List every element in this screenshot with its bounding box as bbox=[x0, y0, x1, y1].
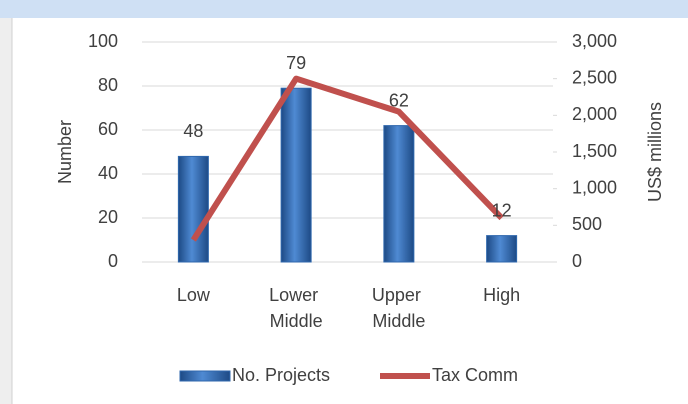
bar-value-label: 62 bbox=[389, 90, 409, 110]
legend-swatch bbox=[179, 370, 231, 382]
legend-label: Tax Comm bbox=[432, 365, 518, 385]
bar bbox=[280, 87, 312, 263]
bar-value-label: 12 bbox=[492, 200, 512, 220]
line-series bbox=[190, 75, 504, 242]
y2-tick-label: 2,000 bbox=[572, 104, 617, 124]
x-tick-label: Upper Middle bbox=[372, 285, 426, 331]
x-tick-label: Low bbox=[177, 285, 211, 305]
y-tick-label: 80 bbox=[98, 75, 118, 95]
y2-tick-label: 1,000 bbox=[572, 177, 617, 197]
y2-tick-label: 2,500 bbox=[572, 67, 617, 87]
y2-tick-label: 3,000 bbox=[572, 31, 617, 51]
y-tick-label: 40 bbox=[98, 163, 118, 183]
y-tick-label: 20 bbox=[98, 207, 118, 227]
x-tick-label: Lower Middle bbox=[269, 285, 323, 331]
y2-tick-label: 1,500 bbox=[572, 141, 617, 161]
x-tick-label: High bbox=[483, 285, 520, 305]
bar bbox=[177, 155, 209, 263]
y-axis-label: Number bbox=[55, 120, 75, 184]
y-tick-label: 0 bbox=[108, 251, 118, 271]
y2-tick-label: 0 bbox=[572, 251, 582, 271]
bar bbox=[383, 125, 415, 263]
y2-tick-label: 500 bbox=[572, 214, 602, 234]
y-tick-label: 100 bbox=[88, 31, 118, 51]
y2-axis-label: US$ millions bbox=[645, 102, 665, 202]
bar bbox=[486, 235, 518, 263]
top-band bbox=[0, 0, 688, 18]
legend-label: No. Projects bbox=[232, 365, 330, 385]
bar-value-label: 48 bbox=[183, 121, 203, 141]
bar-value-label: 79 bbox=[286, 53, 306, 73]
y-tick-label: 60 bbox=[98, 119, 118, 139]
left-border bbox=[0, 18, 12, 404]
